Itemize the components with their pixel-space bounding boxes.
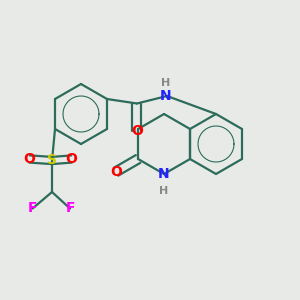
Text: N: N: [158, 167, 170, 181]
Text: O: O: [24, 152, 35, 166]
Text: H: H: [159, 185, 169, 196]
Text: N: N: [160, 89, 171, 103]
Text: O: O: [66, 152, 77, 166]
Text: O: O: [131, 124, 143, 137]
Text: F: F: [65, 202, 75, 215]
Text: S: S: [47, 154, 57, 167]
Text: O: O: [110, 165, 122, 179]
Text: F: F: [28, 202, 37, 215]
Text: H: H: [161, 77, 170, 88]
